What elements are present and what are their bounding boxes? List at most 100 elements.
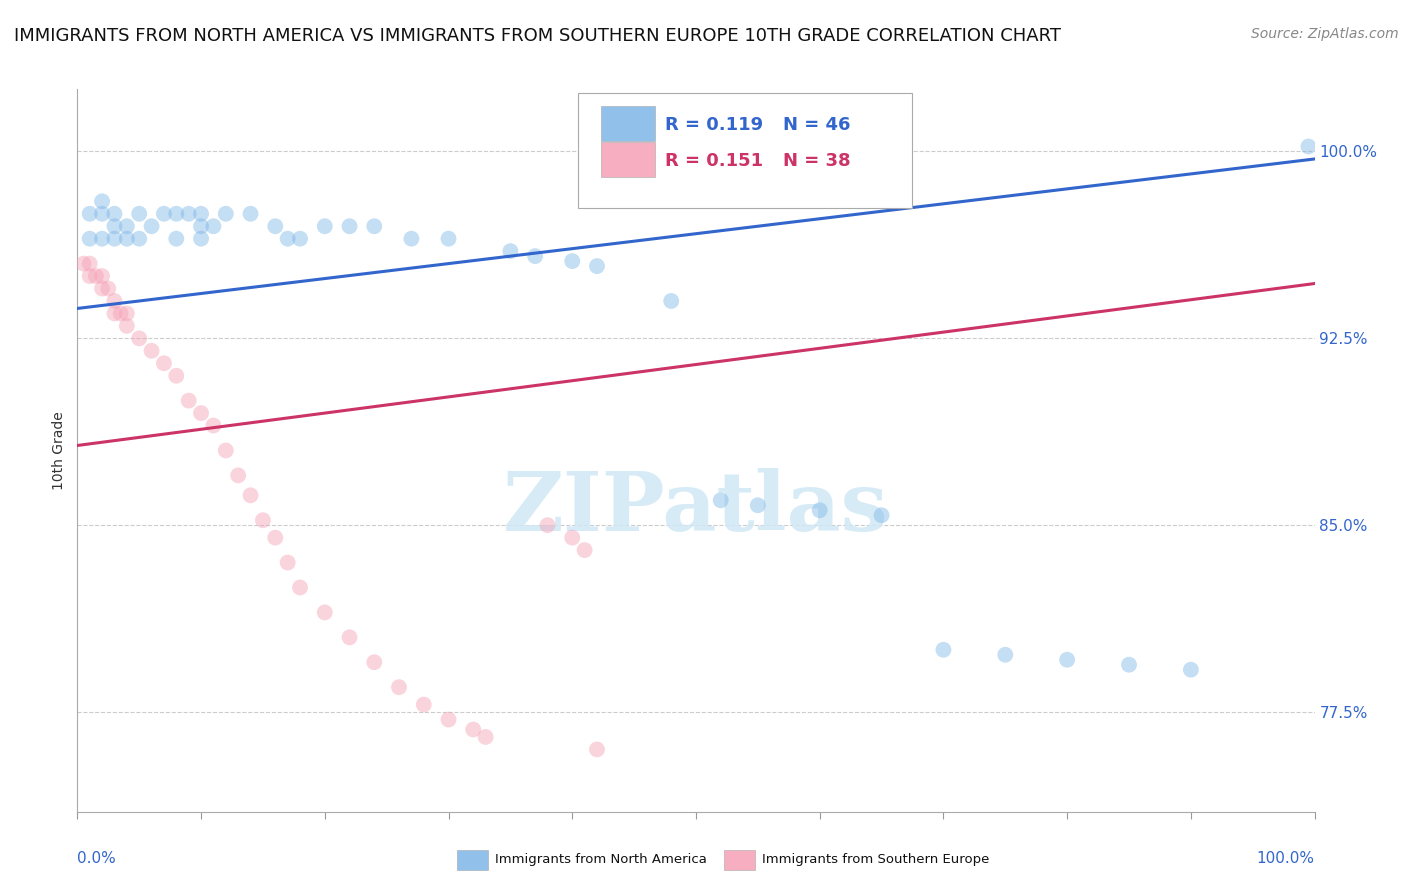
Point — [202, 418, 225, 433]
Point — [165, 207, 187, 221]
Point — [1118, 657, 1140, 672]
Point — [437, 713, 460, 727]
Point — [177, 207, 200, 221]
Point — [128, 331, 150, 345]
Point — [808, 503, 831, 517]
Point — [561, 531, 583, 545]
Text: 100.0%: 100.0% — [1257, 851, 1315, 865]
Bar — [724, 850, 755, 870]
Text: IMMIGRANTS FROM NORTH AMERICA VS IMMIGRANTS FROM SOUTHERN EUROPE 10TH GRADE CORR: IMMIGRANTS FROM NORTH AMERICA VS IMMIGRA… — [14, 27, 1062, 45]
Point — [659, 293, 682, 308]
Point — [177, 393, 200, 408]
Bar — [457, 850, 488, 870]
Point — [314, 219, 336, 234]
Point — [79, 268, 101, 283]
Point — [103, 306, 125, 320]
Point — [1180, 663, 1202, 677]
Point — [710, 493, 733, 508]
Text: R = 0.119: R = 0.119 — [665, 116, 763, 134]
Point — [277, 232, 299, 246]
Point — [363, 219, 385, 234]
Point — [190, 207, 212, 221]
Point — [202, 219, 225, 234]
Point — [165, 368, 187, 383]
Point — [91, 281, 114, 295]
Point — [870, 508, 893, 523]
Point — [252, 513, 274, 527]
Y-axis label: 10th Grade: 10th Grade — [52, 411, 66, 490]
Point — [574, 543, 596, 558]
Point — [103, 219, 125, 234]
Point — [388, 680, 411, 694]
Text: R = 0.151: R = 0.151 — [665, 152, 763, 170]
Point — [524, 249, 547, 263]
Point — [103, 207, 125, 221]
Point — [97, 281, 120, 295]
Point — [264, 531, 287, 545]
Point — [363, 655, 385, 669]
FancyBboxPatch shape — [578, 93, 912, 209]
Point — [474, 730, 496, 744]
Point — [115, 306, 138, 320]
Point — [141, 219, 163, 234]
Point — [499, 244, 522, 259]
Point — [239, 488, 262, 502]
Point — [339, 630, 361, 644]
Point — [103, 232, 125, 246]
Point — [115, 219, 138, 234]
Point — [91, 232, 114, 246]
Point — [84, 268, 107, 283]
Point — [190, 406, 212, 420]
Point — [226, 468, 249, 483]
Point — [277, 556, 299, 570]
Point — [79, 232, 101, 246]
Point — [91, 207, 114, 221]
Point — [463, 723, 485, 737]
Point — [79, 257, 101, 271]
Point — [91, 268, 114, 283]
Text: N = 46: N = 46 — [783, 116, 851, 134]
Point — [215, 207, 238, 221]
Point — [190, 232, 212, 246]
Point — [288, 581, 311, 595]
Text: N = 38: N = 38 — [783, 152, 851, 170]
Point — [79, 207, 101, 221]
Point — [1298, 139, 1320, 153]
Point — [115, 232, 138, 246]
Point — [153, 207, 176, 221]
Point — [536, 518, 558, 533]
Point — [586, 259, 609, 273]
FancyBboxPatch shape — [600, 142, 655, 178]
Point — [239, 207, 262, 221]
Point — [103, 293, 125, 308]
Text: ZIPatlas: ZIPatlas — [503, 468, 889, 549]
Point — [339, 219, 361, 234]
Point — [153, 356, 176, 370]
Point — [314, 606, 336, 620]
Text: 0.0%: 0.0% — [77, 851, 117, 865]
Text: Source: ZipAtlas.com: Source: ZipAtlas.com — [1251, 27, 1399, 41]
Text: Immigrants from Southern Europe: Immigrants from Southern Europe — [762, 854, 990, 866]
Point — [115, 318, 138, 333]
Point — [128, 232, 150, 246]
Point — [747, 498, 769, 512]
Point — [215, 443, 238, 458]
Point — [412, 698, 434, 712]
Point — [561, 254, 583, 268]
Point — [165, 232, 187, 246]
Point — [264, 219, 287, 234]
Point — [128, 207, 150, 221]
Point — [401, 232, 423, 246]
Point — [1056, 653, 1078, 667]
Point — [110, 306, 132, 320]
Point — [586, 742, 609, 756]
Point — [141, 343, 163, 358]
Point — [437, 232, 460, 246]
Point — [190, 219, 212, 234]
Point — [994, 648, 1017, 662]
Point — [288, 232, 311, 246]
FancyBboxPatch shape — [600, 106, 655, 141]
Text: Immigrants from North America: Immigrants from North America — [495, 854, 707, 866]
Point — [932, 642, 955, 657]
Point — [91, 194, 114, 209]
